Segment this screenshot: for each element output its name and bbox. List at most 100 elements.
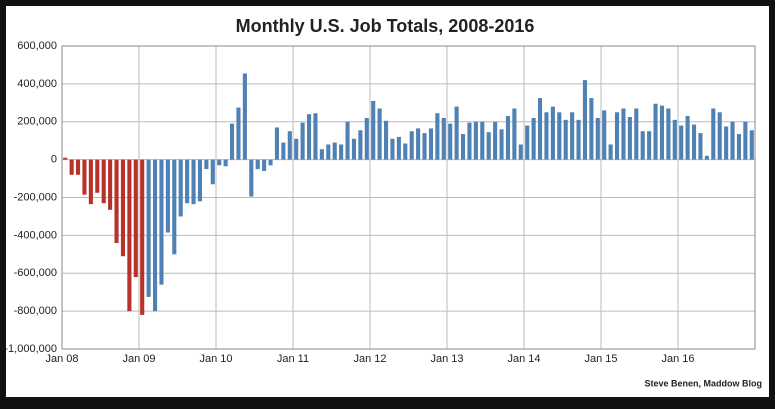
- bar: [595, 117, 600, 160]
- bar: [262, 159, 267, 171]
- bar: [428, 128, 434, 160]
- bar: [518, 144, 523, 160]
- chart-title: Monthly U.S. Job Totals, 2008-2016: [236, 16, 535, 36]
- bar: [390, 138, 395, 160]
- bar: [608, 144, 613, 160]
- bar: [493, 121, 498, 160]
- bar: [178, 159, 183, 217]
- bar: [204, 159, 209, 170]
- bar: [499, 129, 504, 160]
- bar: [557, 112, 562, 160]
- x-tick-label: Jan 09: [122, 353, 155, 365]
- bar: [563, 119, 568, 160]
- bar: [672, 119, 677, 160]
- bar: [140, 159, 145, 315]
- bar: [653, 103, 658, 160]
- bar: [300, 122, 305, 160]
- bar: [416, 128, 421, 160]
- bar: [101, 159, 106, 204]
- bar: [210, 159, 215, 185]
- bar: [454, 106, 459, 160]
- bar: [191, 159, 196, 205]
- bar: [332, 142, 337, 160]
- bar: [319, 149, 324, 160]
- bar: [640, 131, 645, 160]
- plot-frame: [61, 45, 756, 350]
- bar: [287, 131, 292, 160]
- bar: [114, 159, 119, 243]
- y-tick-label: -1,000,000: [4, 343, 57, 355]
- bar: [647, 131, 652, 160]
- bar: [724, 126, 729, 160]
- bar: [467, 122, 472, 160]
- x-tick-label: Jan 13: [430, 353, 463, 365]
- bar: [152, 159, 158, 312]
- bar: [274, 127, 280, 160]
- bar: [127, 159, 132, 312]
- x-tick-label: Jan 08: [45, 353, 78, 365]
- bar: [242, 73, 247, 160]
- bar: [743, 121, 748, 160]
- bar: [634, 108, 639, 160]
- y-tick-label: 600,000: [17, 40, 57, 52]
- bar: [473, 121, 478, 160]
- x-tick-label: Jan 10: [199, 353, 232, 365]
- x-tick-label: Jan 14: [507, 353, 540, 365]
- y-tick-label: -600,000: [14, 267, 57, 279]
- bar: [268, 159, 273, 166]
- bar: [486, 132, 491, 160]
- bar: [82, 159, 87, 195]
- bar: [63, 157, 68, 160]
- bar: [358, 130, 363, 160]
- bar: [95, 159, 100, 193]
- bar: [659, 105, 665, 160]
- bar: [146, 159, 151, 297]
- bar: [403, 143, 408, 160]
- bar: [255, 159, 260, 170]
- bar: [627, 117, 632, 160]
- bar: [326, 144, 331, 160]
- bar: [666, 108, 671, 160]
- bar: [537, 98, 543, 160]
- bar: [197, 159, 203, 202]
- bar: [172, 159, 177, 255]
- bar: [550, 106, 555, 160]
- y-tick-label: 200,000: [17, 116, 57, 128]
- bar: [364, 117, 369, 160]
- bar: [294, 138, 299, 160]
- bar: [505, 116, 511, 160]
- bar: [570, 112, 575, 160]
- credit: Steve Benen, Maddow Blog: [644, 378, 762, 388]
- bar: [159, 159, 164, 285]
- bar: [589, 98, 594, 160]
- bar: [120, 159, 126, 257]
- bar: [704, 155, 709, 160]
- bar: [223, 159, 228, 167]
- x-tick-label: Jan 16: [661, 353, 694, 365]
- bar: [313, 113, 318, 160]
- bar: [383, 120, 389, 160]
- bar: [422, 133, 427, 160]
- bar: [621, 108, 626, 160]
- bar: [602, 110, 607, 160]
- bar: [435, 113, 440, 160]
- bar: [133, 159, 138, 278]
- y-tick-label: -800,000: [14, 305, 57, 317]
- bar: [691, 124, 697, 160]
- y-tick-label: -200,000: [14, 191, 57, 203]
- bar: [88, 159, 93, 205]
- bar: [351, 138, 357, 160]
- bar: [345, 121, 350, 160]
- bar: [165, 159, 170, 233]
- bar: [679, 125, 684, 160]
- bar: [614, 112, 620, 160]
- bar: [306, 114, 312, 160]
- bar: [339, 144, 344, 160]
- bar: [544, 112, 549, 160]
- bar: [236, 107, 241, 160]
- bar: [448, 123, 453, 160]
- bar: [698, 133, 703, 160]
- bar: [525, 125, 530, 160]
- bar: [460, 134, 466, 160]
